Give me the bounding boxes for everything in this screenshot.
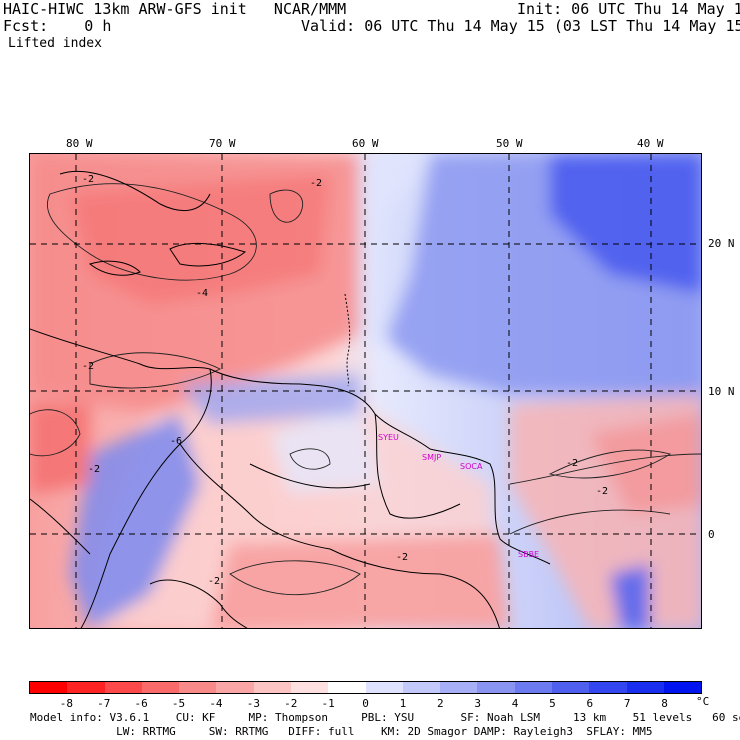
lon-label-80w: 80 W <box>66 137 93 150</box>
colorbar-cell <box>67 682 105 693</box>
contour-label: -6 <box>170 436 182 447</box>
graticule <box>30 154 701 628</box>
coastlines <box>30 170 551 628</box>
contour-label: -2 <box>310 178 322 189</box>
station-label-smjp: SMJP <box>422 453 441 462</box>
colorbar-cell <box>216 682 254 693</box>
colorbar-tick-label: -8 <box>59 697 73 710</box>
colorbar-cell <box>365 682 403 693</box>
colorbar-cell <box>141 682 180 693</box>
colorbar-tick-label: 5 <box>549 697 556 710</box>
lat-label-0: 0 <box>708 528 715 541</box>
colorbar-cell <box>477 682 515 693</box>
lat-label-20n: 20 N <box>708 237 735 250</box>
colorbar-cell <box>626 682 664 693</box>
colorbar-cell <box>30 682 68 693</box>
field-name: Lifted index <box>8 36 102 51</box>
lon-label-40w: 40 W <box>637 137 664 150</box>
colorbar-cell <box>328 682 366 693</box>
init-time: Init: 06 UTC Thu 14 May 15 <box>517 0 740 18</box>
map-canvas: -2 -2 -4 -2 -6 -2 -2 -2 -2 -2 SYEU SMJP … <box>30 154 701 628</box>
field-shading <box>30 154 701 628</box>
valid-time: Valid: 06 UTC Thu 14 May 15 (03 LST Thu … <box>301 17 740 35</box>
colorbar-tick-label: -2 <box>284 697 298 710</box>
colorbar-unit: °C <box>696 695 710 708</box>
contour-label: -2 <box>82 361 94 372</box>
colorbar-cell <box>253 682 291 693</box>
colorbar-tick-label: 4 <box>511 697 519 710</box>
forecast-hour: Fcst: 0 h <box>3 17 112 35</box>
colorbar-tick-label: -7 <box>97 697 111 710</box>
colorbar-tick-label: 7 <box>623 697 631 710</box>
colorbar-tick-label: 8 <box>661 697 668 710</box>
contour-label: -2 <box>208 576 220 587</box>
colorbar-cell <box>589 682 627 693</box>
colorbar-cell <box>663 682 702 693</box>
station-label-soca: SOCA <box>460 462 483 471</box>
colorbar-cell <box>514 682 552 693</box>
colorbar-cell <box>290 682 329 693</box>
contour-label: -2 <box>82 174 94 185</box>
colorbar-tick-label: -4 <box>209 697 223 710</box>
plot-title: HAIC-HIWC 13km ARW-GFS init NCAR/MMM <box>3 0 347 18</box>
colorbar-tick-label: 1 <box>399 697 407 710</box>
colorbar-cell <box>104 682 142 693</box>
colorbar-tick-label: 3 <box>474 697 481 710</box>
colorbar-tick-label: 0 <box>362 697 369 710</box>
colorbar <box>29 681 702 694</box>
colorbar-tick-label: -3 <box>246 697 260 710</box>
colorbar-tick-label: 6 <box>586 697 594 710</box>
station-label-syeu: SYEU <box>378 433 399 442</box>
contour-label: -2 <box>88 464 100 475</box>
lon-label-70w: 70 W <box>209 137 236 150</box>
lon-label-50w: 50 W <box>496 137 523 150</box>
model-info-line2: LW: RRTMG SW: RRTMG DIFF: full KM: 2D Sm… <box>30 725 653 738</box>
lifted-index-map: -2 -2 -4 -2 -6 -2 -2 -2 -2 -2 SYEU SMJP … <box>29 153 702 629</box>
contour-label: -2 <box>396 552 408 563</box>
colorbar-tick-label: -1 <box>321 697 335 710</box>
colorbar-cell <box>551 682 590 693</box>
station-label-sbbe: SBBE <box>518 550 539 559</box>
lon-label-60w: 60 W <box>352 137 379 150</box>
colorbar-tick-label: -5 <box>171 697 186 710</box>
colorbar-cell <box>179 682 217 693</box>
colorbar-tick-label: -6 <box>134 697 148 710</box>
model-info-line1: Model info: V3.6.1 CU: KF MP: Thompson P… <box>30 711 740 724</box>
contour-label: -2 <box>596 486 608 497</box>
contour-label: -2 <box>566 458 578 469</box>
contour-lines <box>30 183 701 596</box>
contour-label: -4 <box>196 288 208 299</box>
colorbar-cell <box>402 682 441 693</box>
lat-label-10n: 10 N <box>708 385 735 398</box>
colorbar-tick-label: 2 <box>436 697 444 710</box>
colorbar-cell <box>440 682 478 693</box>
